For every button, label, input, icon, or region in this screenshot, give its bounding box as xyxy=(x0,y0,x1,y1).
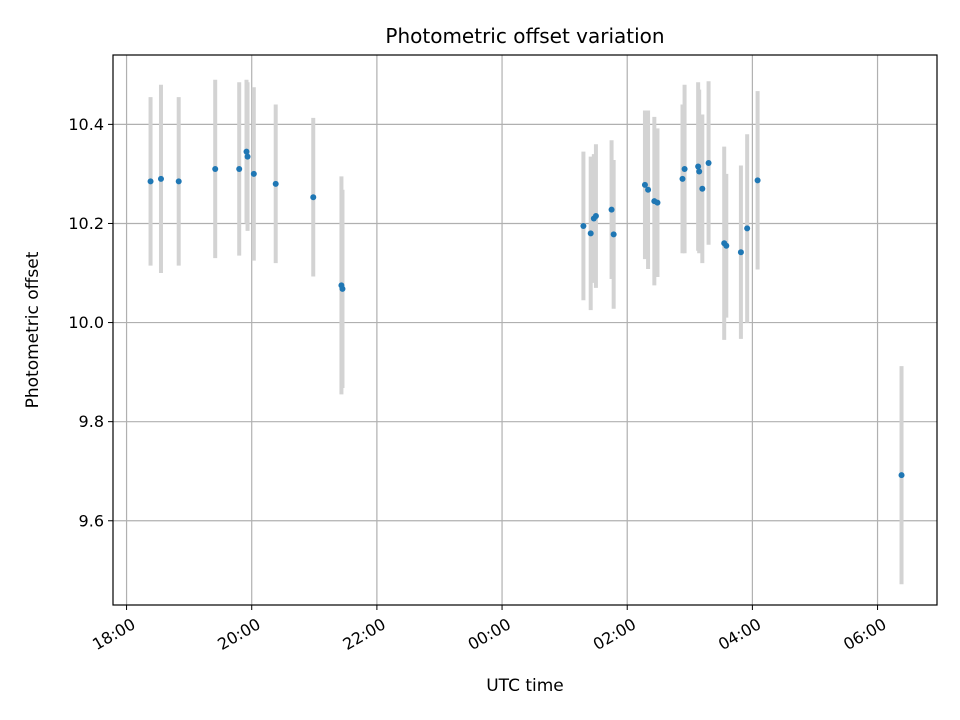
data-point xyxy=(147,178,154,185)
data-point xyxy=(310,194,317,201)
y-axis-ticks: 9.6 9.8 10.0 10.2 10.4 xyxy=(68,115,113,530)
chart-title: Photometric offset variation xyxy=(385,24,664,48)
plot-area-frame xyxy=(112,54,938,606)
data-point xyxy=(250,170,257,177)
data-point xyxy=(679,175,686,182)
data-point xyxy=(592,213,599,220)
x-axis-title: UTC time xyxy=(486,676,564,696)
data-point xyxy=(744,225,751,232)
data-point xyxy=(699,185,706,192)
data-point xyxy=(723,242,730,249)
data-point xyxy=(737,249,744,256)
data-point xyxy=(157,175,164,182)
data-points xyxy=(147,148,905,479)
data-point xyxy=(705,160,712,167)
data-point xyxy=(654,199,661,206)
data-point xyxy=(641,181,648,188)
grid xyxy=(113,55,937,605)
data-point xyxy=(608,206,615,213)
data-point xyxy=(695,163,702,170)
y-tick-label: 10.4 xyxy=(68,115,104,134)
y-axis-title: Photometric offset xyxy=(23,251,43,408)
data-point xyxy=(212,165,219,172)
y-tick-label: 10.2 xyxy=(68,214,104,233)
data-point xyxy=(587,230,594,237)
data-point xyxy=(272,180,279,187)
data-point xyxy=(696,168,703,175)
data-point xyxy=(175,178,182,185)
data-point xyxy=(580,222,587,229)
data-point xyxy=(898,472,905,479)
y-tick-label: 9.8 xyxy=(79,412,104,431)
y-tick-label: 9.6 xyxy=(79,511,104,530)
data-point xyxy=(754,177,761,184)
data-point xyxy=(645,186,652,193)
data-point xyxy=(681,165,688,172)
data-point xyxy=(610,231,617,238)
data-point xyxy=(236,165,243,172)
data-point xyxy=(243,148,250,155)
data-point xyxy=(339,285,346,292)
data-point xyxy=(244,153,251,160)
y-tick-label: 10.0 xyxy=(68,313,104,332)
